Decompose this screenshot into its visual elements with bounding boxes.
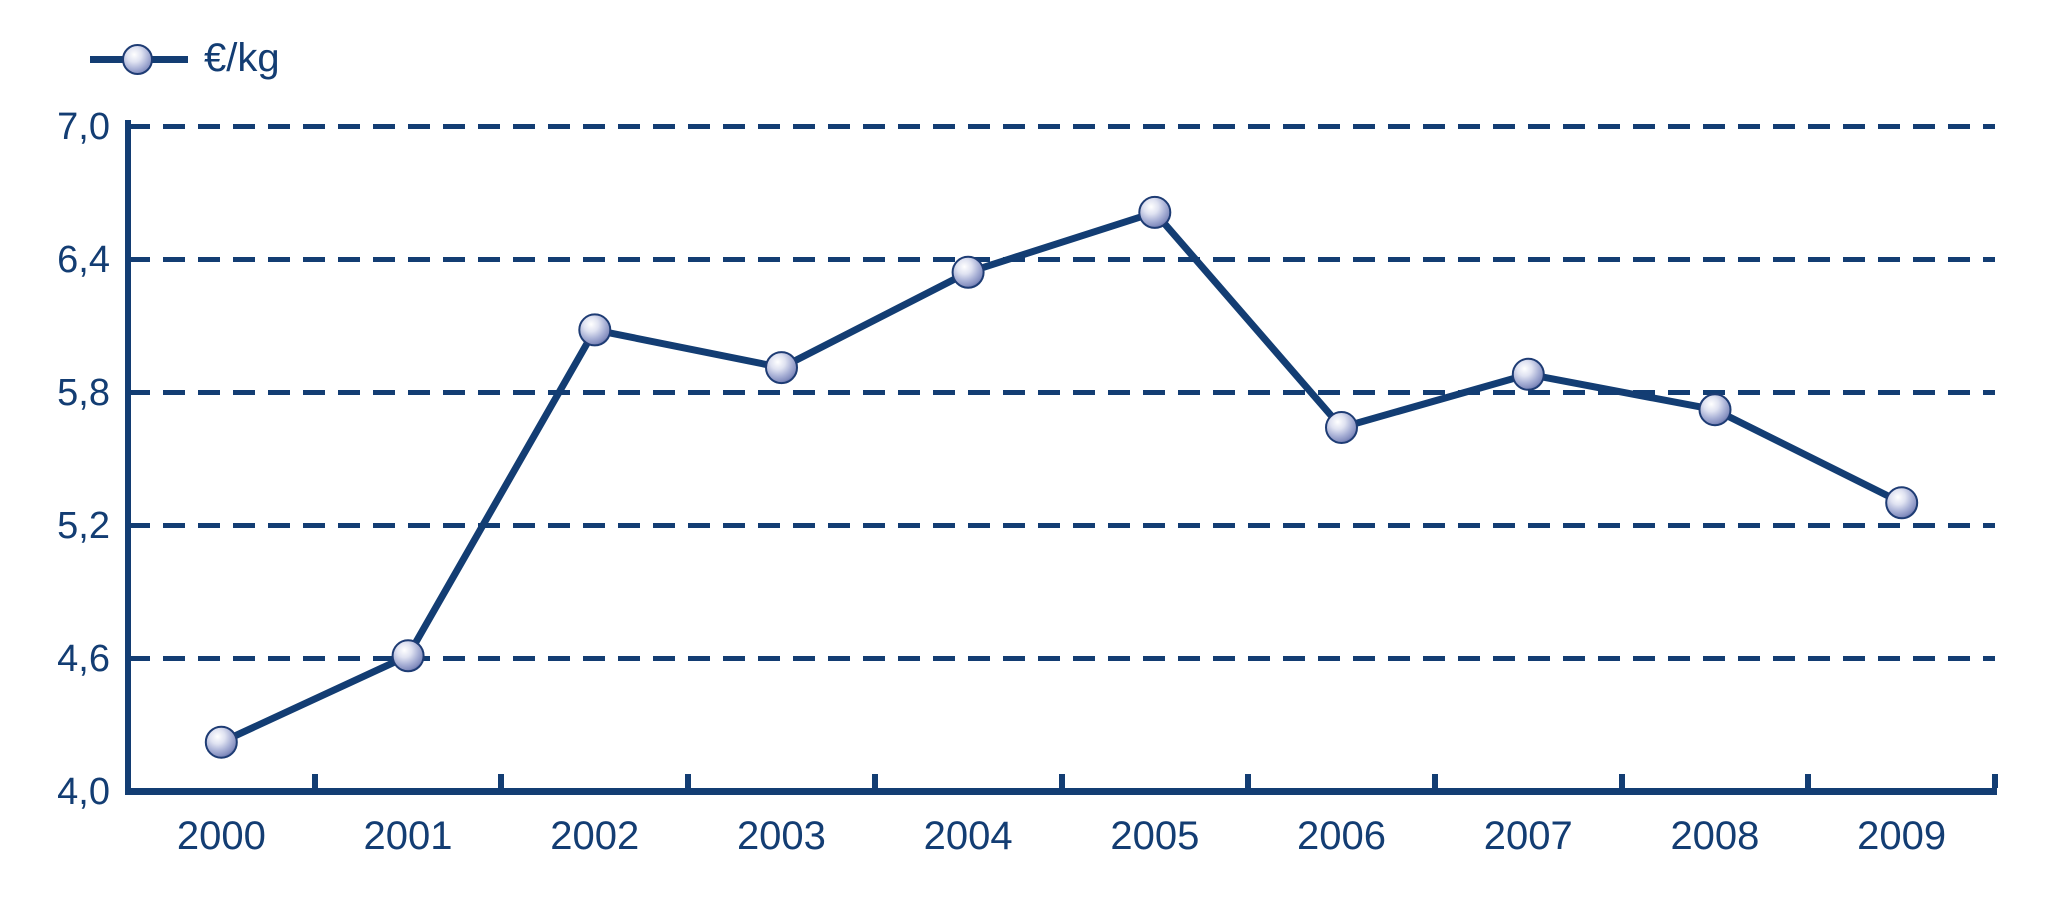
x-axis-tick — [1618, 774, 1625, 788]
x-axis-tick — [1058, 774, 1065, 788]
data-point-marker — [1511, 357, 1545, 391]
y-axis-line — [125, 120, 131, 795]
data-point-marker — [1325, 411, 1358, 444]
x-axis-label: 2007 — [1483, 814, 1573, 858]
data-point-marker — [765, 351, 798, 385]
data-point-marker — [951, 255, 985, 289]
x-axis-tick — [1992, 774, 1998, 788]
x-axis-tick — [1245, 774, 1252, 788]
x-axis-tick — [1805, 774, 1812, 788]
data-point-marker — [1698, 393, 1732, 427]
y-axis-label: 5,2 — [57, 505, 110, 547]
y-axis-label: 5,8 — [57, 372, 110, 414]
data-point-marker — [578, 313, 612, 347]
x-axis-label: 2004 — [923, 814, 1013, 858]
x-axis-line — [125, 788, 1997, 795]
x-axis-tick — [685, 774, 692, 788]
gridline — [128, 257, 1995, 262]
x-axis-label: 2002 — [550, 814, 640, 858]
gridline — [128, 656, 1995, 661]
y-axis-label: 6,4 — [57, 239, 110, 281]
x-axis-label: 2006 — [1297, 814, 1387, 858]
x-axis-label: 2000 — [176, 814, 266, 858]
sphere-marker-icon — [122, 44, 153, 75]
x-axis-tick — [1431, 774, 1438, 788]
x-axis-label: 2005 — [1110, 814, 1200, 858]
x-axis-label: 2003 — [736, 814, 826, 858]
gridline — [128, 124, 1995, 129]
series-line — [217, 208, 1906, 746]
x-axis-tick — [871, 774, 878, 788]
y-axis-label: 4,0 — [57, 771, 110, 813]
data-point-marker — [1138, 195, 1172, 229]
x-axis-tick — [311, 774, 318, 788]
data-point-marker — [391, 639, 425, 673]
x-axis-label: 2008 — [1670, 814, 1760, 858]
y-axis-label: 4,6 — [57, 638, 110, 680]
x-axis-tick — [498, 774, 505, 788]
legend-label: €/kg — [204, 36, 280, 80]
x-axis-label: 2001 — [363, 814, 453, 858]
data-point-marker — [1885, 486, 1919, 520]
data-point-marker — [204, 725, 238, 759]
gridline — [128, 523, 1995, 528]
x-axis-label: 2009 — [1857, 814, 1947, 858]
gridline — [128, 390, 1995, 395]
y-axis-label: 7,0 — [57, 106, 110, 148]
